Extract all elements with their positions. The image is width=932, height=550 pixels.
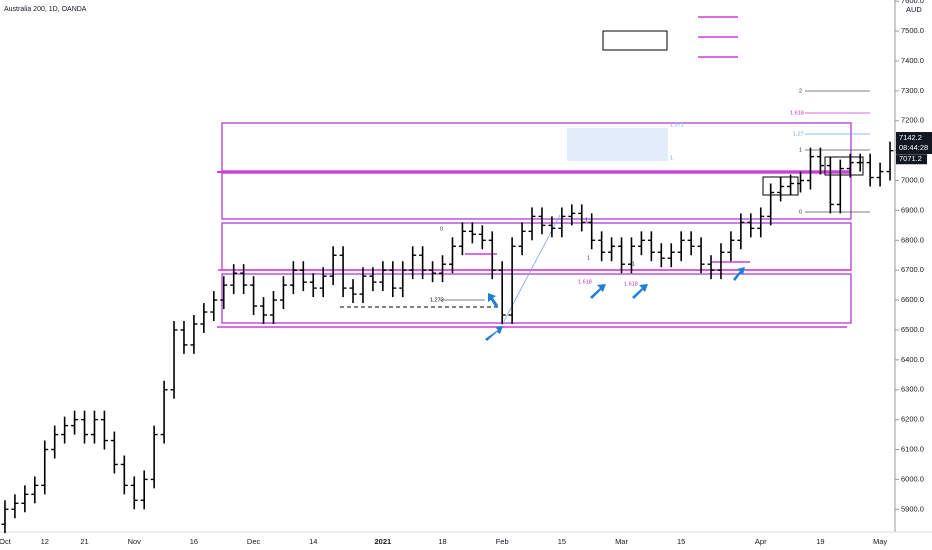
annotation: 1.272 [430,297,444,303]
arrow [590,284,606,299]
zone-box [221,172,852,220]
annotation: 1.618 [790,110,804,116]
annotation: 1 [632,261,635,267]
drawings [217,16,870,328]
currency-label: AUD [906,5,922,14]
y-tick-label: 5900.0 [901,504,924,513]
x-tick-label: Mar [615,537,628,546]
y-tick-label: 6400.0 [901,355,924,364]
annotation: 1 [587,255,590,261]
y-tick-label: 6300.0 [901,385,924,394]
annotation: 1.272 [670,122,684,128]
x-tick-label: 15 [558,537,566,546]
y-tick-label: 7400.0 [901,56,924,65]
y-tick-label: 7000.0 [901,176,924,185]
x-tick-label: Oct [0,537,12,546]
arrow [733,267,745,281]
price-bars [1,141,894,534]
arrow [632,284,648,299]
y-tick-label: 6800.0 [901,235,924,244]
x-tick-label: Apr [755,537,767,546]
y-tick-label: 6700.0 [901,265,924,274]
arrow [485,326,503,341]
annotation: 0 [440,226,443,232]
chart-title: Australia 200, 1D, OANDA [4,6,87,13]
arrow [488,293,498,308]
annotation: 1 [585,217,588,223]
annotation: 0 [799,209,802,215]
note-box [602,30,668,51]
zone-box [221,122,852,172]
y-tick-label: 7600.0 [901,0,924,5]
zone-box [221,222,852,271]
y-tick-label: 6900.0 [901,205,924,214]
y-tick-label: 6200.0 [901,415,924,424]
last-price-box [896,132,932,155]
x-tick-label: 2021 [375,537,392,546]
y-tick-label: 6600.0 [901,295,924,304]
prev-price-label: 7071.2 [899,154,922,163]
annotation: 1.618 [578,279,592,285]
annotation: 1.27 [793,131,804,137]
countdown-label: 08:44:28 [899,143,928,152]
last-price-label: 7142.2 [899,133,922,142]
y-tick-label: 6000.0 [901,474,924,483]
zone-box [221,273,852,324]
y-tick-label: 7200.0 [901,116,924,125]
x-tick-label: Dec [247,537,261,546]
x-tick-label: 15 [677,537,685,546]
x-tick-label: 18 [438,537,446,546]
y-tick-label: 7300.0 [901,86,924,95]
arrows [485,267,745,341]
fib-area [567,128,668,161]
annotation: 1.618 [624,281,638,287]
x-tick-label: 16 [190,537,198,546]
y-tick-label: 6100.0 [901,444,924,453]
x-tick-label: 14 [309,537,317,546]
prev-price-box [896,154,927,165]
x-tick-label: 21 [80,537,88,546]
annotation: 2 [799,88,802,94]
note-box [824,156,864,176]
annotation: 1 [670,155,673,161]
y-tick-label: 6500.0 [901,325,924,334]
y-tick-label: 7500.0 [901,26,924,35]
x-tick-label: Feb [496,537,509,546]
x-tick-label: 12 [41,537,49,546]
annotation: 1 [799,147,802,153]
x-tick-label: May [873,537,887,546]
x-tick-label: Nov [128,537,142,546]
x-tick-label: 19 [816,537,824,546]
